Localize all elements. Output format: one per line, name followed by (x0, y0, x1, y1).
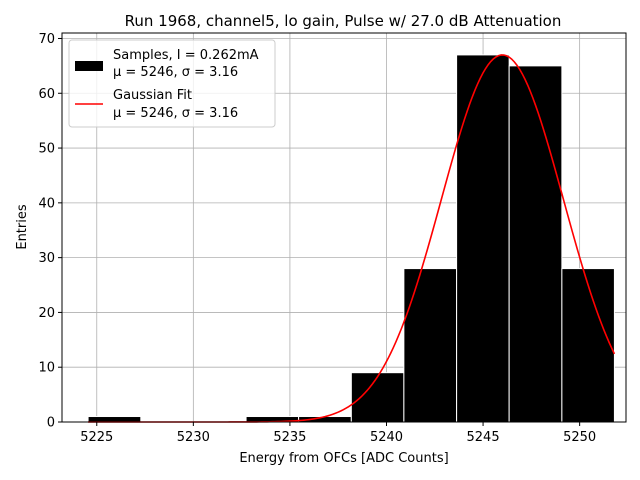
y-tick-label: 40 (38, 196, 55, 211)
legend-histogram-label: Samples, I = 0.262mA (113, 48, 259, 63)
histogram-bar (403, 268, 458, 423)
y-tick-label: 30 (38, 251, 55, 266)
legend-box (68, 39, 276, 128)
legend-histogram-swatch (75, 61, 103, 71)
legend-fit-label: Gaussian Fit (113, 88, 192, 103)
histogram-bar (561, 268, 615, 423)
histogram-bar (456, 54, 510, 423)
y-tick-label: 50 (38, 142, 55, 157)
y-axis-label: Entries (15, 204, 30, 250)
y-tick-label: 0 (47, 416, 55, 431)
x-tick-label: 5230 (177, 430, 210, 445)
legend-histogram-stats: μ = 5246, σ = 3.16 (113, 65, 238, 80)
chart-title: Run 1968, channel5, lo gain, Pulse w/ 27… (125, 12, 562, 30)
x-tick-label: 5240 (370, 430, 403, 445)
x-tick-label: 5250 (563, 430, 596, 445)
y-axis-ticks: 0 10 20 30 40 50 60 70 (38, 32, 62, 431)
y-tick-label: 70 (38, 32, 55, 47)
plot-area-frame (61, 32, 627, 423)
histogram-bar (87, 416, 142, 423)
y-tick-label: 20 (38, 306, 55, 321)
x-axis-ticks: 5225 5230 5235 5240 5245 5250 (80, 422, 596, 445)
legend-fit-stats: μ = 5246, σ = 3.16 (113, 106, 238, 121)
y-tick-label: 10 (38, 361, 55, 376)
x-axis-label: Energy from OFCs [ADC Counts] (239, 451, 448, 466)
x-tick-label: 5225 (80, 430, 113, 445)
legend: Samples, I = 0.262mA μ = 5246, σ = 3.16 … (68, 39, 276, 128)
histogram-bar (508, 65, 563, 423)
x-tick-label: 5235 (273, 430, 306, 445)
histogram-bar (350, 372, 405, 423)
x-tick-label: 5245 (467, 430, 500, 445)
histogram-bars (87, 54, 615, 423)
y-tick-label: 60 (38, 87, 55, 102)
